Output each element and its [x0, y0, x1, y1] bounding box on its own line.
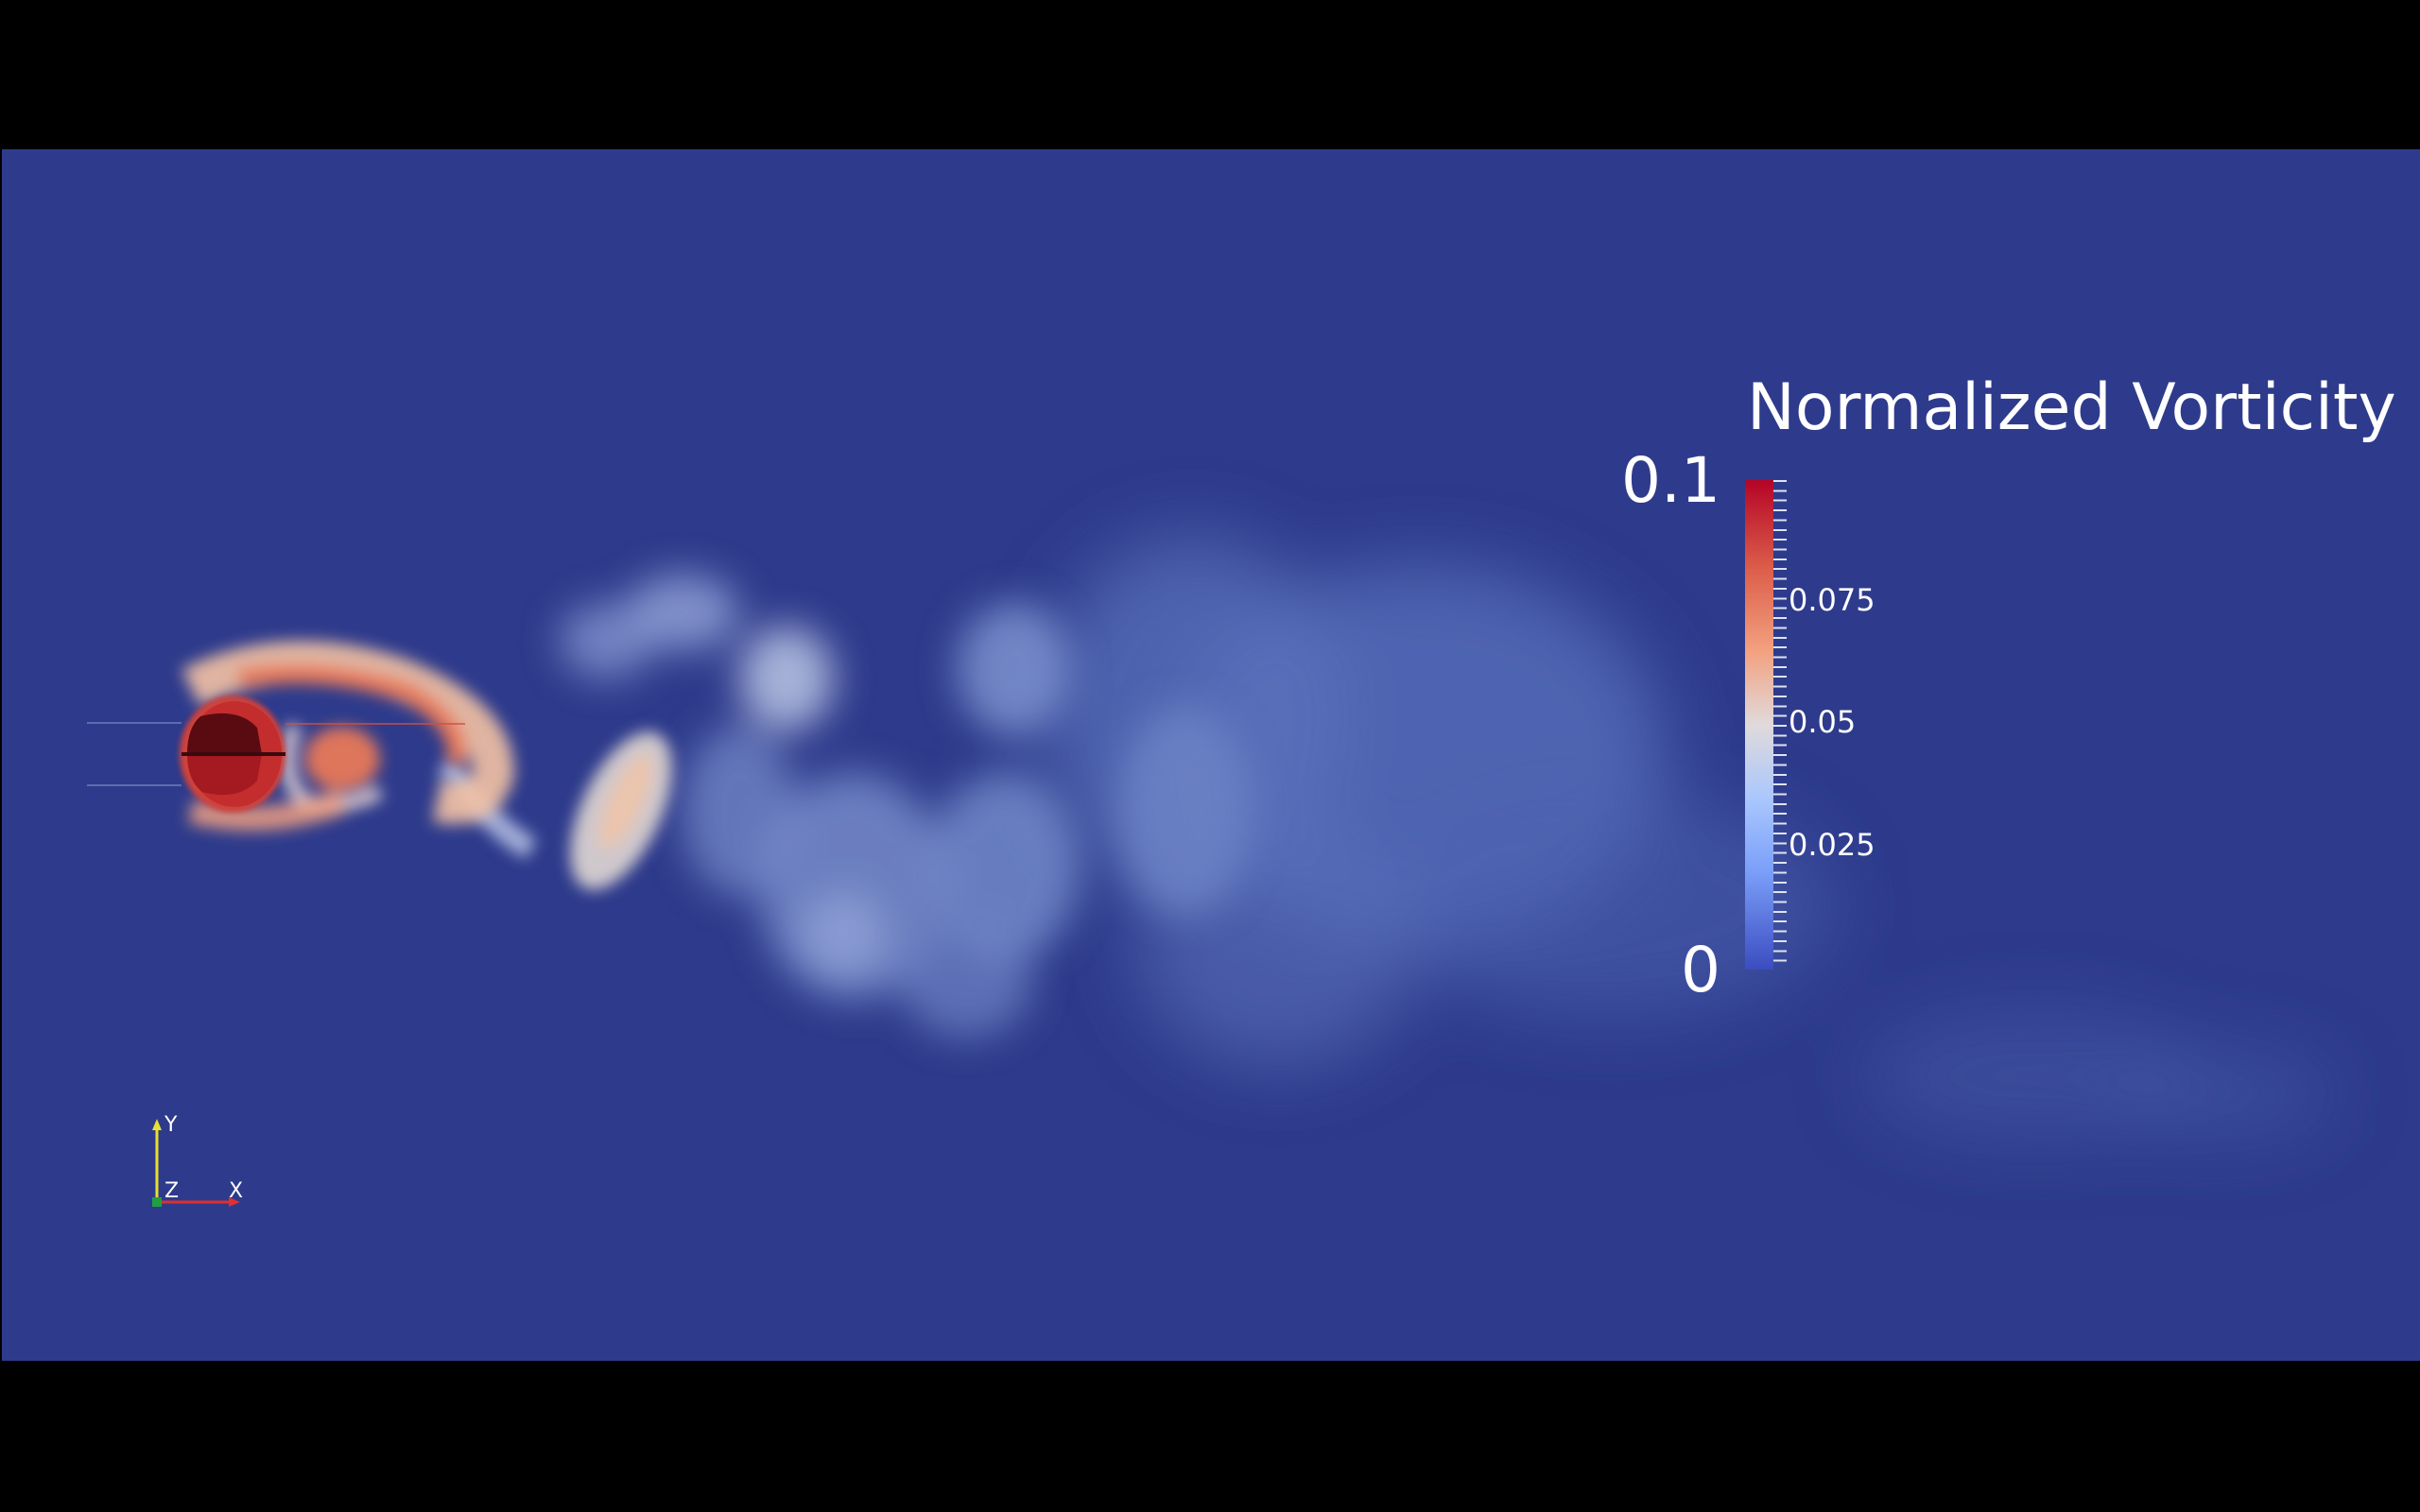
colorbar-gradient: [1745, 480, 1773, 970]
vorticity-field: [87, 537, 2337, 1142]
shear-layer: [182, 641, 515, 831]
orientation-axes: Y Z X: [142, 1113, 255, 1210]
mid-wake: [560, 575, 1250, 1038]
colorbar-title: Normalized Vorticity: [1747, 370, 2396, 445]
letterbox-bottom: [0, 1361, 2420, 1512]
colorbar-max-label: 0.1: [1621, 444, 1720, 517]
colorbar-min-label: 0: [1681, 934, 1720, 1006]
colorbar-tick-label: 0.025: [1789, 827, 1876, 863]
near-wake: [437, 731, 672, 890]
cylinder: [87, 696, 465, 813]
colorbar-tick-label: 0.05: [1789, 704, 1857, 740]
orientation-axes-icon: [152, 1119, 240, 1207]
colorbar-ticks: [1773, 480, 1787, 970]
colorbar-tick-label: 0.075: [1789, 582, 1876, 618]
x-axis-label: X: [229, 1179, 244, 1203]
render-viewport[interactable]: [2, 149, 2420, 1361]
z-axis-label: Z: [164, 1179, 180, 1203]
letterbox-top: [0, 0, 2420, 149]
y-axis-label: Y: [164, 1113, 178, 1137]
far-wake: [1042, 537, 2337, 1142]
